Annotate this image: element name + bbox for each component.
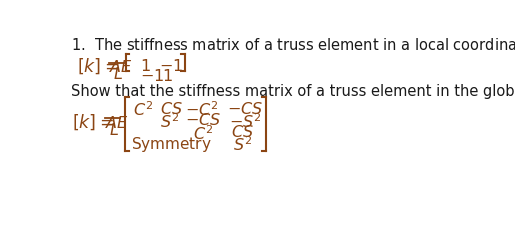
Text: 1.  The stiffness matrix of a truss element in a local coordinate ($\hat{x}$) is: 1. The stiffness matrix of a truss eleme… [71,34,515,55]
Text: Show that the stiffness matrix of a truss element in the global coordinate (x, y: Show that the stiffness matrix of a trus… [71,83,515,98]
Text: $AE$: $AE$ [109,59,132,75]
Text: $L$: $L$ [109,121,119,137]
Text: $CS$: $CS$ [231,123,254,139]
Text: $\mathrm{Symmetry}$: $\mathrm{Symmetry}$ [131,135,212,154]
Text: $AE$: $AE$ [105,114,129,130]
Text: $-CS$: $-CS$ [185,112,221,128]
Text: $-C^2$: $-C^2$ [185,100,219,119]
Text: $1$: $1$ [162,68,173,84]
Text: $1$: $1$ [140,58,150,74]
Text: $-1$: $-1$ [159,58,183,74]
Text: $C^2$: $C^2$ [193,123,213,142]
Text: $[k] =$: $[k] =$ [77,57,118,76]
Text: $S^2$: $S^2$ [161,112,180,131]
Text: $S^2$: $S^2$ [233,135,252,153]
Text: $-S^2$: $-S^2$ [229,112,261,131]
Text: $[k] =$: $[k] =$ [72,112,114,131]
Text: $C^2$: $C^2$ [132,100,153,119]
Text: $-CS$: $-CS$ [227,100,263,116]
Text: $-1$: $-1$ [140,68,164,84]
Text: $L$: $L$ [113,66,123,82]
Text: $CS$: $CS$ [161,100,183,116]
